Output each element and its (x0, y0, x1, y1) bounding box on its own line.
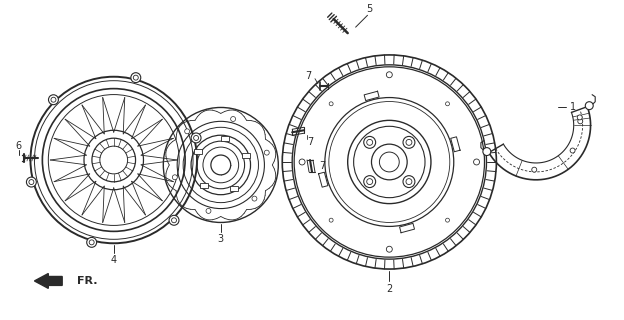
Text: FR.: FR. (77, 276, 97, 286)
Circle shape (386, 72, 392, 78)
Circle shape (299, 159, 305, 165)
FancyBboxPatch shape (242, 153, 250, 158)
Circle shape (191, 133, 201, 143)
Text: 7: 7 (305, 71, 311, 81)
Circle shape (483, 148, 491, 156)
Circle shape (578, 119, 583, 124)
FancyBboxPatch shape (193, 149, 202, 154)
Circle shape (386, 246, 392, 252)
Circle shape (265, 150, 269, 155)
Text: 7: 7 (307, 137, 313, 147)
Circle shape (403, 176, 415, 188)
Text: 7: 7 (319, 161, 325, 171)
Text: 5: 5 (366, 4, 373, 14)
Text: 2: 2 (386, 284, 392, 294)
Circle shape (252, 196, 257, 201)
Text: 6: 6 (16, 141, 22, 151)
Circle shape (364, 176, 376, 188)
Circle shape (185, 129, 190, 134)
Circle shape (585, 102, 593, 110)
Circle shape (211, 155, 231, 175)
Text: 1: 1 (570, 102, 576, 112)
Circle shape (577, 115, 582, 120)
Circle shape (87, 237, 97, 247)
Circle shape (49, 95, 59, 105)
Text: 4: 4 (110, 255, 117, 265)
FancyBboxPatch shape (222, 136, 230, 141)
Circle shape (532, 167, 537, 172)
Text: 3: 3 (218, 234, 224, 244)
Circle shape (231, 116, 236, 122)
FancyBboxPatch shape (230, 186, 238, 191)
Circle shape (131, 73, 141, 83)
Circle shape (364, 136, 376, 148)
FancyBboxPatch shape (200, 183, 208, 188)
Circle shape (172, 175, 177, 180)
Circle shape (403, 136, 415, 148)
Circle shape (206, 208, 211, 213)
Circle shape (474, 159, 479, 165)
Circle shape (570, 148, 575, 153)
Circle shape (169, 215, 179, 225)
FancyArrow shape (34, 274, 62, 288)
Circle shape (26, 177, 36, 187)
